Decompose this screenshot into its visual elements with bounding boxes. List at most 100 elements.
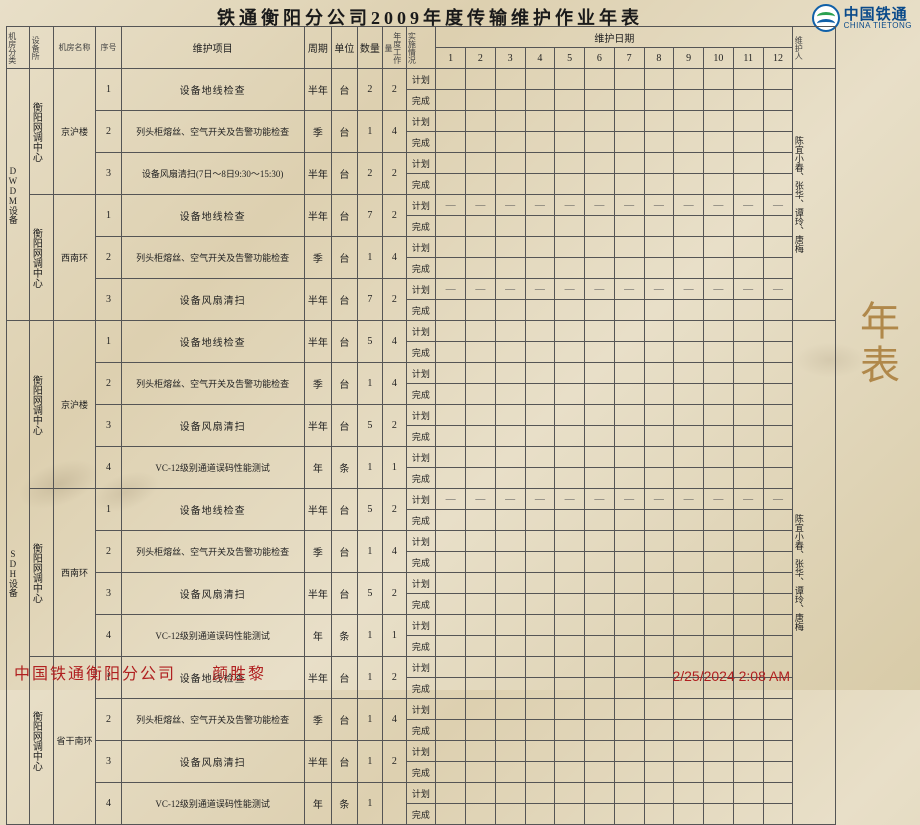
month-cell [644, 720, 674, 741]
brand-text: 中国铁通 CHINA TIETONG [844, 7, 912, 30]
done-label: 完成 [406, 762, 436, 783]
month-cell: — [614, 195, 644, 216]
month-cell [733, 405, 763, 426]
month-cell [674, 342, 704, 363]
month-cell [763, 426, 793, 447]
month-cell [555, 699, 585, 720]
table-head: 机房分类 设备所 机房名称 序号 维护项目 周期 单位 数量 年度工作量 实施情… [7, 27, 836, 69]
project: 设备风扇清扫 [121, 279, 304, 321]
table-row: 2列头柜熔丝、空气开关及告警功能检查季台14计划 [7, 531, 836, 552]
month-cell [674, 552, 704, 573]
month-cell [466, 720, 496, 741]
month-cell [555, 174, 585, 195]
seq-no: 1 [96, 69, 122, 111]
plan-label: 计划 [406, 447, 436, 468]
month-cell [644, 447, 674, 468]
done-label: 完成 [406, 384, 436, 405]
month-cell [525, 615, 555, 636]
month-cell [733, 216, 763, 237]
workload [383, 783, 406, 825]
month-cell [495, 342, 525, 363]
month-cell [495, 132, 525, 153]
month-cell [585, 783, 615, 804]
month-cell [585, 111, 615, 132]
workload: 2 [383, 657, 406, 699]
month-cell [585, 762, 615, 783]
seq-no: 3 [96, 741, 122, 783]
month-cell [466, 69, 496, 90]
month-cell [614, 426, 644, 447]
month-cell [644, 762, 674, 783]
month-cell [495, 258, 525, 279]
month-cell: — [436, 195, 466, 216]
month-cell: — [555, 279, 585, 300]
table-row: DWDM设备衡阳网调中心京沪楼1设备地线检查半年台22计划陈宜小春、张华、谭玲、… [7, 69, 836, 90]
month-cell [436, 510, 466, 531]
month-cell [585, 741, 615, 762]
month-cell [644, 384, 674, 405]
month-cell [436, 111, 466, 132]
qty: 7 [357, 195, 383, 237]
month-cell [555, 90, 585, 111]
project: 列头柜熔丝、空气开关及告警功能检查 [121, 363, 304, 405]
hdr-month: 5 [555, 48, 585, 69]
month-cell [555, 69, 585, 90]
month-cell [525, 237, 555, 258]
unit: 台 [332, 321, 358, 363]
unit: 条 [332, 615, 358, 657]
month-cell [555, 636, 585, 657]
month-cell [495, 468, 525, 489]
workload: 1 [383, 447, 406, 489]
done-label: 完成 [406, 468, 436, 489]
month-cell [704, 153, 734, 174]
month-cell [763, 720, 793, 741]
seq-no: 3 [96, 573, 122, 615]
table-row: 3设备风扇清扫半年台72计划———————————— [7, 279, 836, 300]
month-cell [495, 678, 525, 699]
month-cell [525, 783, 555, 804]
workload: 4 [383, 363, 406, 405]
table-row: 2列头柜熔丝、空气开关及告警功能检查季台14计划 [7, 699, 836, 720]
month-cell [525, 552, 555, 573]
month-cell [525, 426, 555, 447]
month-cell: — [614, 279, 644, 300]
month-cell [466, 111, 496, 132]
month-cell [763, 636, 793, 657]
month-cell [614, 762, 644, 783]
hdr-col12: 维护人 [793, 34, 802, 62]
hdr-col6: 周期 [304, 27, 332, 69]
hdr-col10: 实施情况 [407, 30, 416, 66]
qty: 2 [357, 69, 383, 111]
month-cell: — [495, 489, 525, 510]
month-cell [495, 699, 525, 720]
month-cell [525, 741, 555, 762]
month-cell [704, 699, 734, 720]
hdr-month: 9 [674, 48, 704, 69]
month-cell [555, 552, 585, 573]
unit: 台 [332, 153, 358, 195]
month-cell [495, 426, 525, 447]
project: 设备地线检查 [121, 321, 304, 363]
month-cell: — [674, 195, 704, 216]
cycle: 半年 [304, 573, 332, 615]
month-cell [436, 132, 466, 153]
station: 衡阳网调中心 [30, 321, 53, 489]
qty: 1 [357, 741, 383, 783]
cycle: 年 [304, 615, 332, 657]
month-cell: — [525, 195, 555, 216]
month-cell [674, 615, 704, 636]
month-cell [644, 678, 674, 699]
month-cell [466, 153, 496, 174]
done-label: 完成 [406, 90, 436, 111]
month-cell: — [763, 195, 793, 216]
month-cell [704, 741, 734, 762]
month-cell [704, 615, 734, 636]
month-cell [614, 363, 644, 384]
month-cell [525, 111, 555, 132]
month-cell [585, 90, 615, 111]
plan-label: 计划 [406, 237, 436, 258]
month-cell [614, 615, 644, 636]
plan-label: 计划 [406, 153, 436, 174]
month-cell [614, 216, 644, 237]
seq-no: 2 [96, 699, 122, 741]
